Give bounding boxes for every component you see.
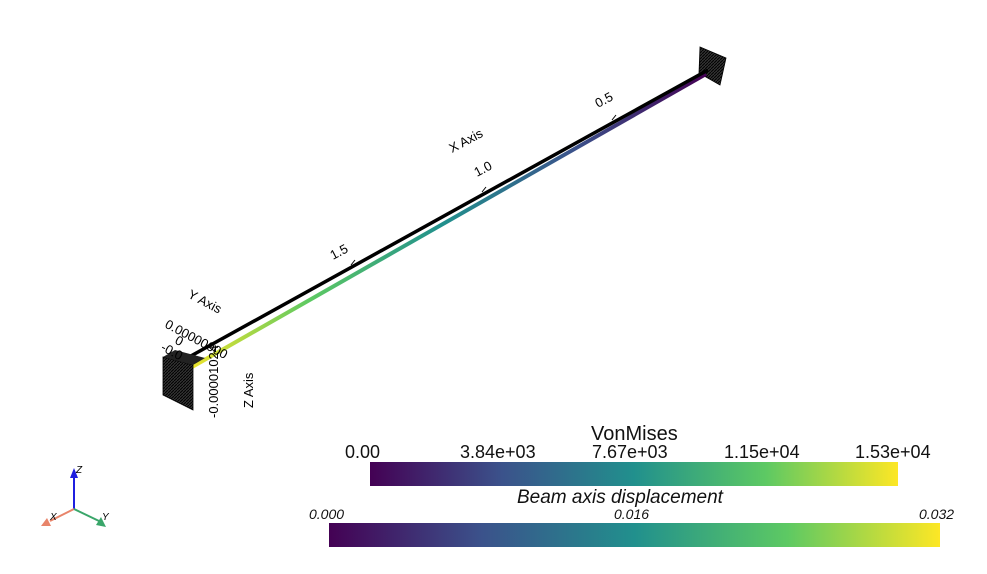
displacement-tick-label: 0.000: [309, 506, 345, 522]
x-axis-tick: [481, 186, 487, 193]
svg-text:-0.00001024: -0.00001024: [206, 345, 221, 418]
vonmises-tick-label: 3.84e+03: [460, 442, 536, 462]
x-axis-tick-label: 1.5: [327, 241, 350, 263]
x-axis-tick-label: 0.5: [592, 89, 615, 111]
x-axis-tick: [611, 114, 617, 121]
orientation-x-label: X: [49, 512, 57, 523]
orientation-z-label: Z: [75, 465, 83, 476]
z-axis-ticks-cluster: -0.00001024: [206, 345, 221, 418]
vonmises-tick-label: 1.53e+04: [855, 442, 931, 462]
orientation-triad: Z X Y: [41, 465, 110, 527]
orientation-y-label: Y: [102, 512, 110, 523]
y-axis-title: Y Axis: [186, 286, 225, 316]
vonmises-tick-label: 0.00: [345, 442, 381, 462]
displacement-tick-label: 0.016: [614, 506, 650, 522]
x-arrow-icon: [41, 518, 51, 526]
beam-colored: [177, 72, 707, 377]
vonmises-colorbar-title: VonMises: [591, 423, 678, 445]
x-axis-tick-label: 1.0: [471, 158, 494, 180]
vonmises-colorbar: [370, 462, 898, 486]
displacement-colorbar: [329, 523, 940, 547]
beam-end-block: [698, 46, 727, 86]
x-axis-title: X Axis: [446, 125, 485, 155]
vonmises-tick-label: 1.15e+04: [724, 442, 800, 462]
y-arrow-icon: [96, 517, 106, 527]
vonmises-tick-label: 7.67e+03: [592, 442, 668, 462]
displacement-tick-label: 0.032: [919, 506, 955, 522]
displacement-colorbar-title: Beam axis displacement: [517, 487, 723, 508]
z-arrow-icon: [70, 468, 78, 478]
beam-outline: [179, 68, 709, 364]
x-axis-tick: [350, 259, 356, 266]
beam-support-face: [163, 350, 205, 365]
z-axis-title: Z Axis: [241, 372, 256, 408]
beam-support-block: [162, 356, 194, 411]
